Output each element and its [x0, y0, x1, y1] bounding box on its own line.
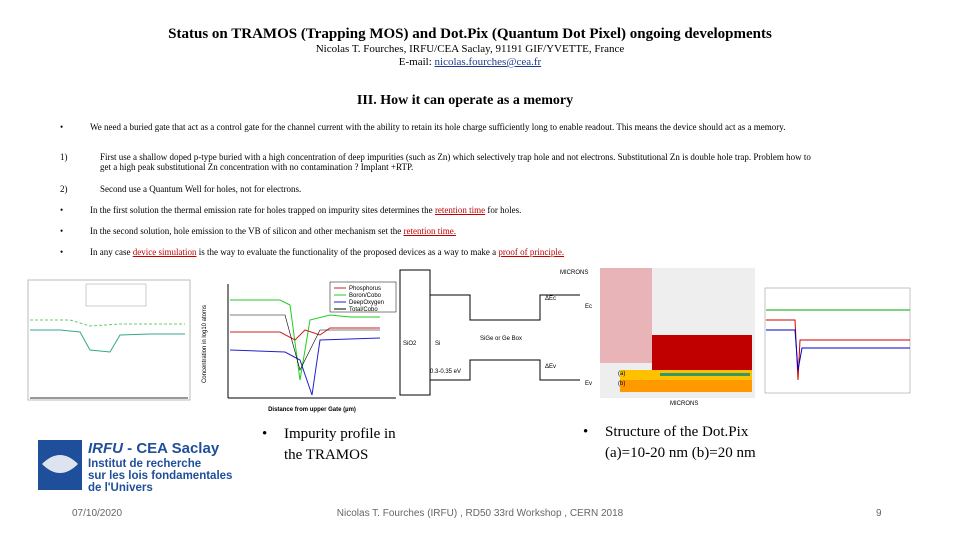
- band-label: Si: [435, 341, 440, 347]
- logo-line: de l'Univers: [88, 482, 153, 494]
- band-label: MICRONS: [560, 270, 588, 276]
- text: In the first solution the thermal emissi…: [90, 205, 435, 215]
- footer-date: 07/10/2020: [72, 508, 123, 519]
- email-label: E-mail:: [398, 56, 435, 68]
- caption-text: Structure of the Dot.Pix (a)=10-20 nm (b…: [605, 424, 756, 461]
- title: Status on TRAMOS (Trapping MOS) and Dot.…: [168, 26, 772, 42]
- band-label: Ec: [585, 304, 592, 310]
- logo-suffix: - CEA Saclay: [127, 440, 220, 457]
- band-label: Ev: [585, 381, 592, 387]
- footer-page: 9: [876, 508, 882, 519]
- logo-lines: Institut de recherche sur les lois fonda…: [88, 458, 232, 494]
- item-marker: •: [60, 226, 64, 236]
- legend-label: Phosphorus: [349, 286, 381, 292]
- curve: [766, 329, 910, 371]
- band-label: SiGe or Ge Box: [480, 336, 522, 342]
- text: Second use a Quantum Well for holes, not…: [100, 184, 302, 194]
- text: We need a buried gate that act as a cont…: [90, 122, 786, 132]
- legend-label: Total/Cobo: [349, 307, 378, 313]
- item-text: Second use a Quantum Well for holes, not…: [100, 184, 820, 194]
- figures: PhosphorusBoron/CoboDeepOxygenTotal/Cobo…: [27, 265, 915, 413]
- band-label: SiO2: [403, 341, 417, 347]
- highlight: proof of principle.: [498, 247, 565, 257]
- region: [652, 335, 752, 370]
- legend-box: [85, 283, 147, 307]
- caption-structure: • Structure of the Dot.Pix (a)=10-20 nm (…: [583, 422, 788, 464]
- text: is the way to evaluate the functionality…: [196, 247, 499, 257]
- logo: [38, 440, 82, 490]
- item-text: We need a buried gate that act as a cont…: [90, 122, 810, 132]
- item-text: In any case device simulation is the way…: [90, 247, 810, 257]
- item-marker: •: [60, 122, 64, 132]
- curve: [766, 319, 910, 381]
- figure-right: [755, 270, 915, 400]
- region: [660, 373, 750, 376]
- curve: [230, 314, 380, 371]
- curve: [30, 319, 185, 327]
- region: [600, 268, 652, 363]
- footer-center: Nicolas T. Fourches (IRFU) , RD50 33rd W…: [336, 508, 624, 519]
- logo-shape: [42, 455, 78, 473]
- caption-bullet: •: [262, 426, 268, 442]
- curve: [230, 299, 380, 381]
- highlight: device simulation: [132, 247, 197, 257]
- band-label: 0.3-0.35 eV: [430, 369, 461, 375]
- curve: [229, 337, 381, 396]
- region: [620, 380, 752, 392]
- caption-profile: • Impurity profile in the TRAMOS: [262, 424, 402, 466]
- logo-title: IRFU - CEA Saclay: [88, 440, 219, 457]
- band-label: ΔEv: [545, 364, 556, 370]
- item-text: First use a shallow doped p-type buried …: [100, 152, 820, 172]
- valence-band: [430, 359, 580, 381]
- item-marker: •: [60, 205, 64, 215]
- item-text: In the first solution the thermal emissi…: [90, 205, 810, 215]
- logo-line: Institut de recherche: [88, 458, 202, 470]
- email-link[interactable]: nicolas.fourches@cea.fr: [434, 56, 542, 68]
- band-label: ΔEc: [545, 296, 556, 302]
- section-heading: III. How it can operate as a memory: [356, 93, 574, 108]
- item-text: In the second solution, hole emission to…: [90, 226, 810, 236]
- logo-name: IRFU: [88, 440, 123, 457]
- logo-line: sur les lois fondamentales: [88, 470, 233, 482]
- x-label: Distance from upper Gate (µm): [268, 407, 356, 413]
- legend-label: DeepOxygen: [349, 300, 384, 306]
- highlight: retention time: [434, 205, 486, 215]
- figure-left: [27, 279, 191, 401]
- text: for holes.: [485, 205, 522, 215]
- email-line: E-mail: nicolas.fourches@cea.fr: [0, 56, 940, 68]
- label: MICRONS: [670, 401, 698, 407]
- item-marker: 1): [60, 152, 68, 162]
- y-label: Concentration in log10 atoms: [202, 305, 208, 383]
- caption-text: Impurity profile in the TRAMOS: [284, 426, 396, 463]
- figure-band: [400, 265, 600, 397]
- curve: [230, 327, 380, 341]
- label: (a): [618, 371, 625, 377]
- legend-box: [329, 281, 397, 313]
- item-marker: 2): [60, 184, 68, 194]
- author: Nicolas T. Fourches, IRFU/CEA Saclay, 91…: [315, 43, 625, 55]
- text: In the second solution, hole emission to…: [90, 226, 404, 236]
- caption-bullet: •: [583, 424, 589, 440]
- conduction-band: [430, 294, 580, 321]
- legend-label: Boron/Cobo: [349, 293, 382, 299]
- text: First use a shallow doped p-type buried …: [100, 152, 811, 172]
- highlight: retention time.: [403, 226, 457, 236]
- item-marker: •: [60, 247, 64, 257]
- oxide: [399, 269, 431, 396]
- text: In any case: [90, 247, 133, 257]
- label: (b): [618, 381, 625, 387]
- curve: [30, 329, 185, 353]
